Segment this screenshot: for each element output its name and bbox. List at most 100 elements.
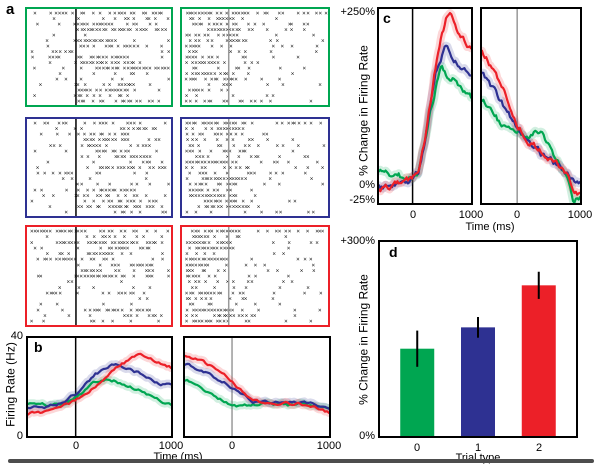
svg-text:×: × bbox=[228, 27, 232, 34]
svg-text:×: × bbox=[212, 187, 216, 194]
svg-text:×: × bbox=[244, 318, 248, 325]
svg-text:×: × bbox=[296, 10, 300, 17]
svg-text:×: × bbox=[225, 307, 229, 314]
svg-text:×: × bbox=[195, 93, 199, 100]
svg-text:×: × bbox=[238, 27, 242, 34]
svg-text:×: × bbox=[312, 262, 316, 269]
svg-text:×: × bbox=[293, 312, 297, 319]
svg-text:×: × bbox=[85, 87, 89, 94]
svg-text:×: × bbox=[257, 203, 261, 210]
svg-text:×: × bbox=[278, 10, 282, 17]
svg-text:×: × bbox=[123, 54, 127, 61]
svg-text:×: × bbox=[59, 239, 63, 246]
svg-text:×: × bbox=[191, 148, 195, 155]
svg-text:×: × bbox=[231, 120, 235, 127]
svg-text:×: × bbox=[138, 65, 142, 72]
svg-text:×: × bbox=[194, 43, 198, 50]
svg-text:×: × bbox=[132, 16, 136, 23]
svg-text:×: × bbox=[95, 170, 99, 177]
svg-text:×: × bbox=[83, 21, 87, 28]
svg-text:×: × bbox=[243, 148, 247, 155]
svg-text:×: × bbox=[247, 318, 251, 325]
svg-text:×: × bbox=[287, 239, 291, 246]
svg-text:×: × bbox=[222, 228, 226, 235]
svg-text:×: × bbox=[148, 198, 152, 205]
svg-text:×: × bbox=[64, 148, 68, 155]
svg-text:×: × bbox=[160, 312, 164, 319]
svg-text:×: × bbox=[118, 93, 122, 100]
svg-text:×: × bbox=[234, 120, 238, 127]
svg-text:×: × bbox=[135, 65, 139, 72]
svg-text:×: × bbox=[238, 165, 242, 172]
svg-text:×: × bbox=[129, 82, 133, 89]
svg-text:×: × bbox=[235, 301, 239, 308]
svg-text:×: × bbox=[92, 159, 96, 166]
svg-text:×: × bbox=[79, 273, 83, 280]
svg-text:×: × bbox=[76, 290, 80, 297]
trace-band-trial-type-2 bbox=[379, 9, 471, 196]
svg-text:×: × bbox=[99, 267, 103, 274]
svg-text:×: × bbox=[126, 21, 130, 28]
svg-text:×: × bbox=[201, 153, 205, 160]
svg-text:×: × bbox=[133, 170, 137, 177]
svg-text:×: × bbox=[206, 176, 210, 183]
svg-text:×: × bbox=[195, 21, 199, 28]
svg-text:×: × bbox=[105, 65, 109, 72]
svg-text:×: × bbox=[225, 16, 229, 23]
svg-text:×: × bbox=[203, 290, 207, 297]
svg-text:×: × bbox=[138, 209, 142, 216]
svg-text:×: × bbox=[113, 10, 117, 17]
svg-text:×: × bbox=[104, 234, 108, 241]
svg-text:×: × bbox=[217, 312, 221, 319]
svg-text:×: × bbox=[147, 267, 151, 274]
svg-text:×: × bbox=[266, 10, 270, 17]
svg-text:×: × bbox=[120, 209, 124, 216]
svg-text:×: × bbox=[197, 159, 201, 166]
svg-text:×: × bbox=[108, 203, 112, 210]
svg-text:×: × bbox=[210, 245, 214, 252]
svg-text:×: × bbox=[228, 203, 232, 210]
svg-text:×: × bbox=[138, 120, 142, 127]
svg-text:×: × bbox=[251, 137, 255, 144]
svg-text:×: × bbox=[117, 262, 121, 269]
svg-text:×: × bbox=[120, 290, 124, 297]
svg-text:×: × bbox=[138, 296, 142, 303]
svg-text:×: × bbox=[95, 21, 99, 28]
svg-text:×: × bbox=[43, 170, 47, 177]
svg-text:×: × bbox=[157, 87, 161, 94]
svg-text:×: × bbox=[247, 27, 251, 34]
svg-text:×: × bbox=[198, 131, 202, 138]
svg-text:×: × bbox=[191, 16, 195, 23]
svg-text:×: × bbox=[207, 228, 211, 235]
svg-text:×: × bbox=[58, 170, 62, 177]
trace-trial-type-2 bbox=[28, 352, 171, 416]
svg-text:×: × bbox=[157, 137, 161, 144]
svg-text:×: × bbox=[207, 120, 211, 127]
svg-text:×: × bbox=[203, 267, 207, 274]
svg-text:×: × bbox=[148, 273, 152, 280]
svg-text:×: × bbox=[207, 318, 211, 325]
svg-text:×: × bbox=[142, 10, 146, 17]
svg-text:×: × bbox=[111, 203, 115, 210]
svg-text:×: × bbox=[39, 82, 43, 89]
svg-text:×: × bbox=[123, 10, 127, 17]
svg-text:×: × bbox=[192, 87, 196, 94]
svg-text:×: × bbox=[102, 251, 106, 258]
svg-text:×: × bbox=[89, 267, 93, 274]
svg-text:×: × bbox=[189, 98, 193, 105]
svg-text:×: × bbox=[120, 27, 124, 34]
svg-text:×: × bbox=[123, 245, 127, 252]
svg-text:×: × bbox=[194, 284, 198, 291]
svg-text:×: × bbox=[42, 318, 46, 325]
svg-text:×: × bbox=[145, 245, 149, 252]
svg-text:×: × bbox=[232, 71, 236, 78]
svg-text:×: × bbox=[113, 16, 117, 23]
svg-text:×: × bbox=[80, 10, 84, 17]
svg-text:×: × bbox=[92, 267, 96, 274]
svg-text:×: × bbox=[195, 159, 199, 166]
svg-text:×: × bbox=[260, 98, 264, 105]
svg-text:×: × bbox=[209, 318, 213, 325]
svg-text:×: × bbox=[238, 290, 242, 297]
svg-text:×: × bbox=[119, 54, 123, 61]
svg-text:×: × bbox=[203, 256, 207, 263]
